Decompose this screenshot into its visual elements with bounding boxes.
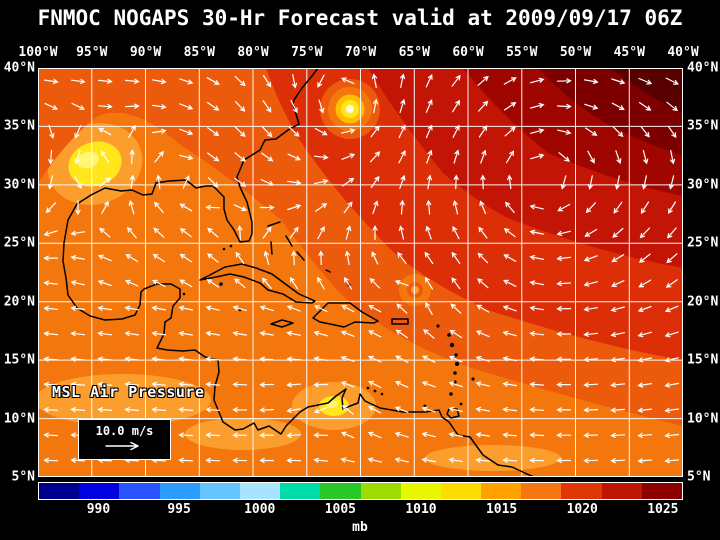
colorbar-segment [360,483,401,499]
lat-tick-label: 35°N [687,118,719,134]
colorbar-tick-label: 1010 [405,502,437,517]
lat-tick-label: 20°N [687,294,719,310]
colorbar-segment [239,483,281,499]
lat-tick-label: 25°N [3,235,35,251]
coast-puerto-rico [391,318,409,325]
lon-tick-label: 75°W [291,45,323,60]
lon-tick-label: 80°W [237,45,269,60]
chart-title: FNMOC NOGAPS 30-Hr Forecast valid at 200… [37,6,683,30]
lat-tick-label: 30°N [687,177,719,193]
coastlines [62,68,535,477]
lat-tick-label: 15°N [3,352,35,368]
lat-tick-label: 5°N [687,469,711,485]
colorbar-segment [280,483,321,499]
colorbar-tick-label: 995 [167,502,191,517]
colorbar-segment [440,483,482,499]
lat-tick-label: 40°N [687,60,719,76]
coast-jamaica [270,319,294,328]
lon-tick-label: 70°W [344,45,377,60]
colorbar-tick-label: 1025 [647,502,679,517]
colorbar-tick-label: 990 [86,502,111,517]
colorbar-tick-label: 1005 [324,502,356,517]
colorbar-unit-label: mb [352,520,368,535]
lon-tick-label: 100°W [18,45,58,60]
lat-tick-label: 5°N [11,469,35,485]
map-plot [38,68,683,477]
wind-speed-value: 10.0 m/s [95,424,154,438]
weak-circulation-symbol [399,274,431,306]
wind-reference-arrow-icon [104,441,139,451]
lat-tick-label: 40°N [3,60,35,76]
lat-tick-label: 35°N [3,118,35,134]
lon-tick-label: 55°W [506,45,538,60]
colorbar-segment [39,483,80,499]
lon-tick-label: 85°W [183,45,215,60]
wind-arrows [43,73,680,464]
lat-tick-label: 15°N [687,352,719,368]
colorbar-segment [159,483,200,499]
map-area: MSL Air Pressure 10.0 m/s [38,68,683,477]
coast-trinidad [446,408,460,419]
colorbar-segment [481,483,522,499]
coast-cuba [199,263,316,304]
colorbar-segment [400,483,441,499]
grid-lines [38,68,683,477]
lat-tick-label: 20°N [3,294,35,310]
colorbar-segment [521,483,562,499]
wind-speed-legend: 10.0 m/s [78,419,171,460]
colorbar-segment [561,483,602,499]
colorbar-segment [601,483,642,499]
lon-tick-label: 45°W [613,45,645,60]
lon-tick-label: 50°W [559,45,592,60]
coast-hispaniola [312,302,379,328]
colorbar-segment [119,483,160,499]
lon-tick-label: 40°W [667,45,699,60]
colorbar-tick-label: 1000 [244,502,276,517]
map-border [38,68,683,477]
variable-label: MSL Air Pressure [52,383,205,401]
colorbar-tick-label: 1020 [566,502,598,517]
coast-north-central-south-america [62,68,535,477]
lat-tick-label: 30°N [3,177,35,193]
coast-bahamas [267,221,331,273]
colorbar [38,482,683,500]
colorbar-tick-label: 1015 [485,502,518,517]
tropical-cyclone-symbol [320,79,380,139]
colorbar-segment [320,483,361,499]
lon-tick-label: 60°W [452,45,484,60]
lat-tick-label: 25°N [687,235,719,251]
lon-tick-label: 65°W [398,45,430,60]
lat-tick-label: 10°N [687,411,719,427]
colorbar-segment [79,483,120,499]
lat-tick-label: 10°N [3,411,35,427]
lon-tick-label: 90°W [129,45,162,60]
colorbar-segment [199,483,240,499]
colorbar-segment [641,483,682,499]
lon-tick-label: 95°W [76,45,108,60]
